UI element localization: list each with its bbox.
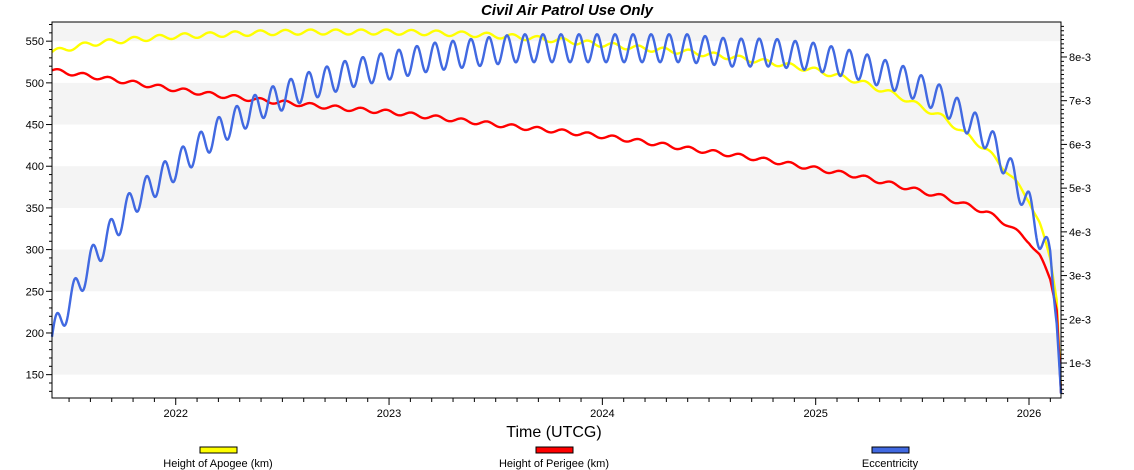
grid-band [52,22,1061,42]
legend-swatch [199,446,238,454]
y-tick-label: 300 [26,245,44,257]
y2-tick-label: 3e-3 [1069,271,1091,283]
legend-label: Eccentricity [862,458,919,470]
y-tick-label: 350 [26,203,44,215]
legend-label: Height of Apogee (km) [163,458,272,470]
series-layer [50,28,1063,394]
x-axis: 2022 2023 2024 2025 2026 [68,398,1051,420]
grid-band [52,249,1061,292]
y2-tick-label: 2e-3 [1069,314,1091,326]
series-line [51,28,1063,392]
y2-tick-label: 8e-3 [1069,52,1091,64]
grid-band [52,332,1061,375]
y2-tick-label: 4e-3 [1069,227,1091,239]
x-tick-label: 2026 [1017,408,1041,420]
y2-tick-label: 1e-3 [1069,358,1091,370]
y2-tick-label: 5e-3 [1069,183,1091,195]
x-tick-label: 2025 [803,408,827,420]
x-tick-label: 2023 [377,408,401,420]
legend-swatch [871,446,910,454]
y-axis-right: 1e-3 2e-3 3e-3 4e-3 5e-3 6e-3 7e-3 8e-3 [1061,25,1091,395]
series-line [51,67,1063,394]
y2-tick-label: 7e-3 [1069,96,1091,108]
y-tick-label: 500 [26,78,44,90]
legend-label: Height of Perigee (km) [499,458,609,470]
y-tick-label: 250 [26,286,44,298]
y2-tick-label: 6e-3 [1069,139,1091,151]
grid-bands [52,22,1061,375]
y-tick-label: 400 [26,161,44,173]
grid-band [52,166,1061,208]
y-tick-label: 200 [26,328,44,340]
x-tick-label: 2024 [590,408,614,420]
y-tick-label: 450 [26,120,44,132]
x-tick-label: 2022 [163,408,187,420]
chart-title: Civil Air Patrol Use Only [481,2,654,19]
x-axis-label: Time (UTCG) [506,424,601,441]
legend: Height of Apogee (km) Height of Perigee (… [163,446,919,470]
legend-swatch [535,446,574,454]
y-tick-label: 150 [26,370,44,382]
y-axis-left: 150 200 250 300 350 400 450 500 550 [26,24,52,392]
series-line [50,33,1063,394]
y-tick-label: 550 [26,36,44,48]
